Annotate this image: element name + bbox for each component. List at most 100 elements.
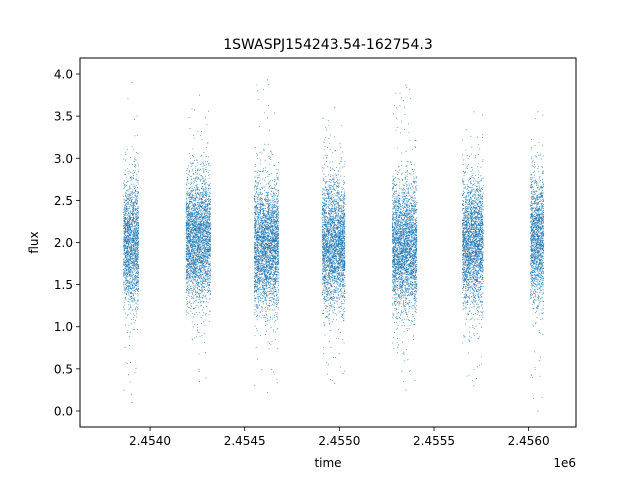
data-point	[135, 255, 137, 257]
data-point	[128, 225, 130, 227]
data-point	[188, 250, 190, 252]
data-point	[186, 276, 188, 278]
data-point	[131, 200, 133, 202]
data-point	[195, 254, 197, 256]
data-point	[206, 242, 208, 244]
data-point	[130, 187, 132, 189]
data-point	[190, 243, 192, 245]
data-point	[187, 179, 189, 181]
data-point	[201, 232, 203, 233]
data-point	[136, 224, 138, 226]
data-point	[190, 230, 192, 232]
data-point	[123, 263, 125, 265]
data-point	[197, 130, 199, 132]
data-point	[202, 278, 204, 280]
data-point	[126, 246, 128, 248]
data-point	[190, 240, 192, 242]
data-point	[193, 263, 195, 265]
data-point	[192, 240, 194, 242]
data-point	[123, 239, 125, 241]
data-point	[196, 324, 198, 326]
data-point	[136, 234, 138, 236]
data-point	[196, 189, 198, 191]
data-point	[137, 169, 139, 171]
data-point	[200, 211, 202, 213]
data-point	[126, 276, 128, 278]
data-point	[130, 249, 132, 251]
data-point	[190, 220, 192, 222]
data-point	[130, 243, 132, 245]
data-point	[186, 267, 188, 269]
data-point	[134, 250, 136, 252]
data-point	[127, 230, 129, 232]
data-point	[127, 289, 129, 291]
data-point	[133, 268, 135, 270]
data-point	[199, 276, 201, 278]
data-point	[199, 275, 200, 277]
data-point	[132, 290, 134, 292]
data-point	[266, 290, 268, 292]
data-point	[192, 260, 194, 261]
data-point	[137, 285, 139, 287]
data-point	[203, 263, 205, 265]
data-point	[187, 236, 189, 238]
data-point	[132, 252, 134, 254]
data-point	[208, 287, 210, 289]
data-point	[123, 283, 125, 285]
data-point	[188, 267, 190, 269]
data-point	[137, 197, 139, 199]
data-point	[126, 253, 128, 255]
data-point	[132, 213, 134, 214]
data-point	[196, 177, 198, 179]
data-point	[186, 277, 188, 279]
data-point	[267, 176, 269, 178]
data-point	[123, 232, 125, 234]
data-point	[195, 254, 196, 256]
data-point	[202, 254, 204, 256]
data-point	[132, 240, 134, 242]
data-point	[124, 220, 126, 222]
data-point	[134, 199, 136, 201]
data-point	[204, 182, 206, 184]
data-point	[197, 263, 199, 265]
data-point	[193, 137, 195, 139]
data-point	[132, 218, 134, 220]
data-point	[201, 195, 203, 197]
data-point	[194, 187, 195, 188]
data-point	[133, 160, 135, 162]
data-point	[126, 211, 127, 213]
data-point	[129, 266, 131, 268]
data-point	[134, 158, 136, 160]
data-point	[134, 319, 136, 321]
data-point	[254, 304, 256, 306]
data-point	[193, 294, 195, 296]
data-point	[130, 260, 132, 262]
data-point	[206, 202, 208, 204]
data-point	[191, 247, 193, 249]
data-point	[209, 219, 211, 221]
data-point	[191, 249, 193, 251]
data-point	[201, 187, 203, 189]
data-point	[133, 207, 135, 209]
data-point	[201, 288, 203, 290]
data-point	[204, 257, 206, 259]
data-point	[192, 242, 194, 244]
data-point	[210, 233, 211, 235]
data-point	[202, 192, 204, 194]
data-point	[123, 199, 125, 201]
data-point	[137, 215, 139, 217]
data-point	[202, 267, 204, 268]
data-point	[199, 237, 201, 239]
data-point-extreme	[131, 402, 133, 404]
data-point	[135, 234, 137, 236]
data-point	[136, 199, 138, 201]
data-point	[130, 202, 132, 204]
data-point	[131, 298, 133, 300]
data-point	[203, 179, 205, 181]
data-point	[123, 309, 125, 310]
data-point	[187, 281, 189, 283]
data-point	[136, 265, 138, 267]
data-point	[202, 237, 204, 239]
data-point	[196, 229, 198, 230]
data-point	[208, 174, 210, 176]
